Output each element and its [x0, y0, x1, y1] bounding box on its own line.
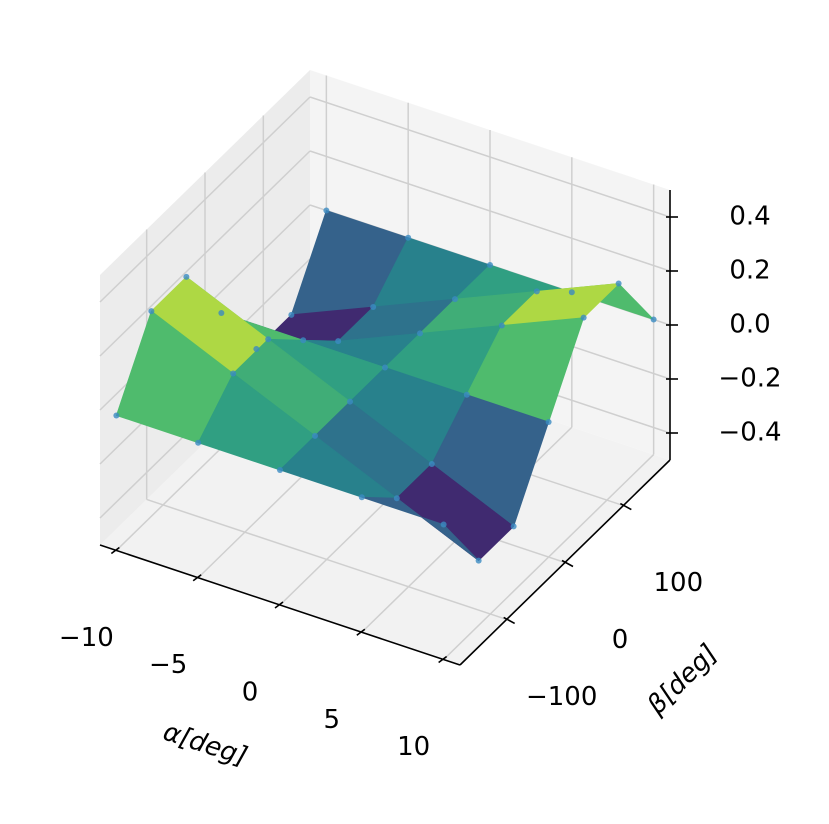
surface-point: [148, 308, 155, 315]
surface-point: [650, 316, 657, 323]
surface-point: [440, 521, 447, 528]
grid-line: [146, 498, 507, 621]
surface-point: [475, 557, 482, 564]
y-tick-label: −100: [526, 682, 597, 712]
x-tick: [192, 574, 202, 582]
x-tick-label: −10: [59, 623, 114, 653]
grid-line: [99, 150, 311, 357]
y-tick: [561, 559, 574, 568]
z-tick-label: −0.4: [718, 418, 781, 448]
z-tick-label: 0.4: [729, 202, 770, 232]
surface-point: [463, 391, 470, 398]
surface-point: [382, 364, 388, 371]
surface-point: [417, 330, 423, 337]
x-tick-label: −5: [149, 650, 187, 680]
y-tick-label: 100: [654, 568, 704, 598]
surface-point: [545, 419, 552, 426]
surface-point: [452, 296, 458, 303]
surface-point: [370, 303, 377, 310]
surface-point: [580, 314, 587, 321]
surface-point: [195, 439, 202, 446]
x-tick: [438, 655, 448, 664]
surface-point: [277, 467, 283, 473]
y-tick-label: 0: [612, 625, 629, 655]
surface-point: [393, 495, 400, 502]
grid-line: [99, 96, 311, 303]
surface-point: [312, 432, 318, 439]
x-tick: [356, 628, 366, 636]
surface-point: [253, 345, 260, 352]
grid-line: [309, 96, 671, 218]
z-tick-label: 0.0: [729, 310, 770, 340]
z-tick-label: −0.2: [718, 364, 781, 394]
surface-point: [358, 494, 365, 501]
x-tick-label: 10: [397, 732, 430, 762]
surface-point: [230, 370, 237, 377]
surface-point: [323, 207, 330, 214]
surface-point: [288, 311, 295, 318]
surface-point: [428, 461, 435, 468]
surface-point: [113, 412, 120, 419]
surface-point: [183, 273, 190, 280]
surface-point: [405, 234, 412, 241]
y-tick: [503, 616, 516, 625]
surface-point: [300, 337, 307, 344]
surface-point: [265, 336, 272, 343]
x-tick-label: 0: [242, 678, 259, 708]
x-tick: [274, 601, 284, 609]
x-tick: [110, 546, 120, 555]
z-tick-label: 0.2: [729, 256, 770, 286]
surface-point: [568, 289, 575, 296]
surface-point: [615, 280, 622, 287]
surface-point: [498, 322, 505, 329]
y-tick: [619, 502, 632, 511]
surface-point: [533, 288, 540, 295]
surface-point: [347, 398, 353, 405]
surface-point: [510, 523, 517, 530]
y-axis-label: β[deg]: [641, 639, 724, 722]
grid-line: [309, 150, 671, 272]
x-tick-label: 5: [324, 705, 341, 735]
surface-point: [335, 338, 342, 345]
surface-point: [487, 262, 493, 268]
surface-point: [218, 309, 225, 316]
x-axis-label: α[deg]: [159, 717, 250, 772]
